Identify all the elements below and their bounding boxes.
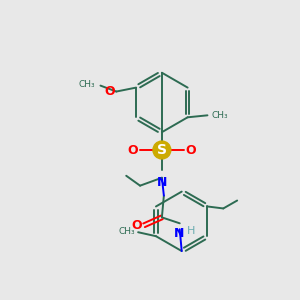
Text: H: H <box>186 226 195 236</box>
Text: O: O <box>132 219 142 232</box>
Text: CH₃: CH₃ <box>79 80 95 89</box>
Text: O: O <box>128 143 139 157</box>
Text: N: N <box>157 176 167 189</box>
Text: CH₃: CH₃ <box>118 227 135 236</box>
Circle shape <box>153 141 171 159</box>
Text: O: O <box>104 85 115 98</box>
Text: N: N <box>173 227 184 240</box>
Text: O: O <box>185 143 196 157</box>
Text: S: S <box>157 143 167 157</box>
Text: CH₃: CH₃ <box>212 111 228 120</box>
